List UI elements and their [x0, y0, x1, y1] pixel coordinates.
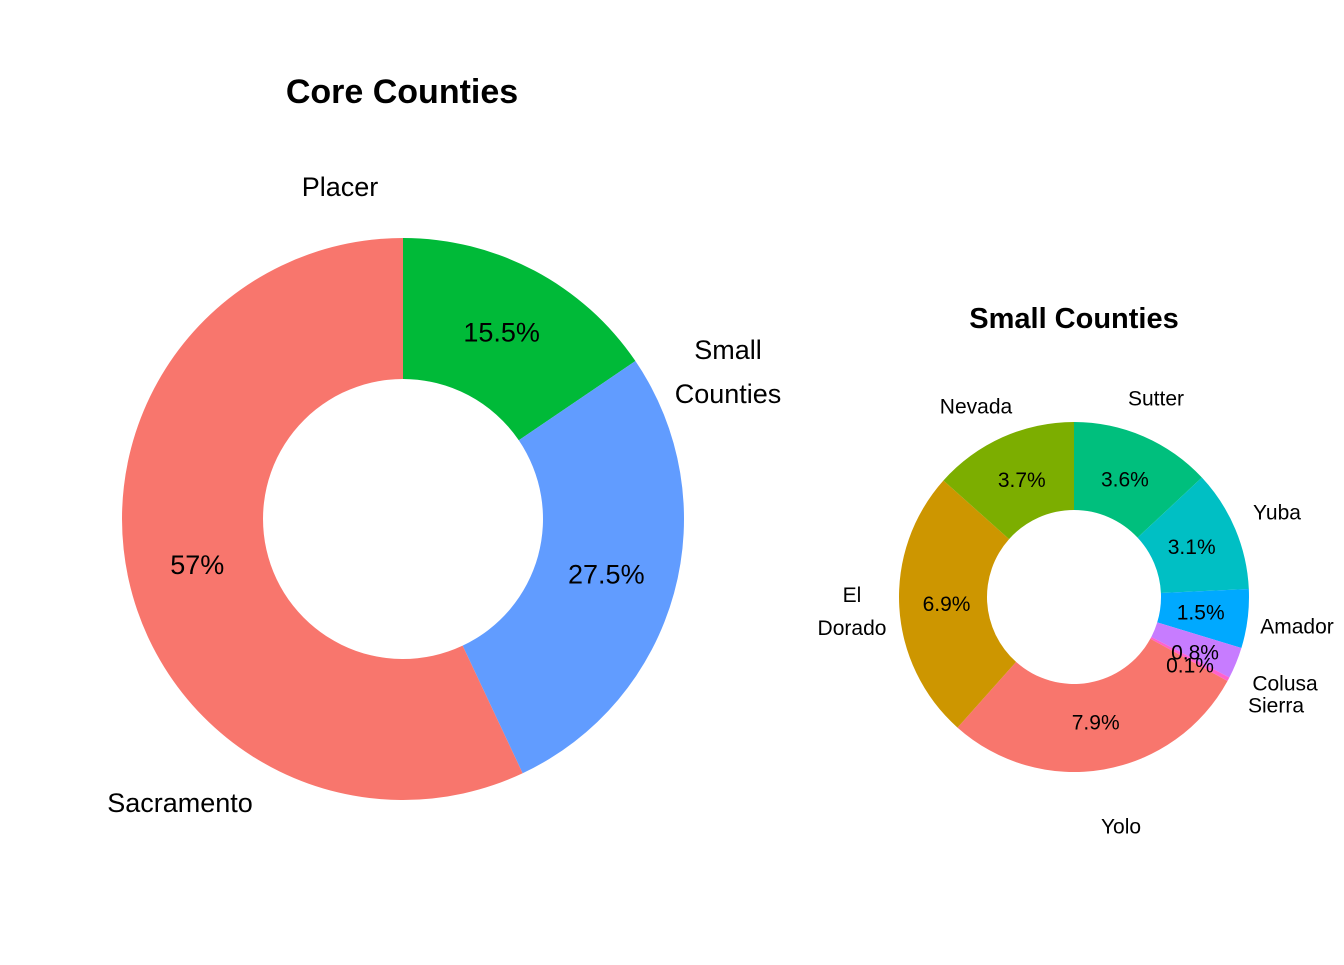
name-label-line: Amador — [1260, 616, 1334, 639]
name-label-placer: Placer — [302, 172, 379, 202]
slice-sutter — [1074, 422, 1202, 538]
name-label-line: Yuba — [1253, 502, 1301, 525]
name-label-el-dorado: El Dorado — [818, 584, 887, 640]
name-label-line: Sierra — [1248, 695, 1304, 718]
slice-placer — [403, 238, 636, 441]
slice-sierra — [1150, 637, 1230, 682]
value-label-small-counties: 27.5% — [568, 560, 645, 590]
name-label-line: El — [843, 584, 862, 607]
slice-yuba — [1137, 477, 1249, 594]
value-label-el-dorado: 6.9% — [923, 593, 971, 616]
value-label-sutter: 3.6% — [1101, 468, 1149, 491]
name-label-line: Placer — [302, 172, 379, 202]
name-label-amador: Amador — [1260, 616, 1334, 639]
slice-yolo — [957, 638, 1228, 772]
slice-sacramento — [122, 238, 523, 801]
value-label-sacramento: 57% — [170, 550, 224, 580]
name-label-yuba: Yuba — [1253, 502, 1301, 525]
slice-el-dorado — [899, 480, 1017, 728]
name-label-yolo: Yolo — [1101, 816, 1141, 839]
name-label-sutter: Sutter — [1128, 388, 1184, 411]
value-label-nevada: 3.7% — [998, 469, 1046, 492]
value-label-yolo: 7.9% — [1072, 711, 1120, 734]
name-label-line: Counties — [675, 379, 782, 409]
name-label-line: Small — [694, 335, 762, 365]
name-label-small-counties: Small Counties — [675, 335, 782, 409]
name-label-nevada: Nevada — [940, 396, 1013, 419]
slice-colusa — [1151, 622, 1242, 678]
name-label-sacramento: Sacramento — [107, 788, 253, 818]
core-counties-chart: Core Counties 15.5% 27.5% 57% Placer Small C… — [107, 73, 781, 818]
slice-nevada — [943, 422, 1074, 540]
core-counties-title: Core Counties — [286, 73, 518, 111]
small-counties-title: Small Counties — [969, 303, 1179, 335]
value-label-amador: 1.5% — [1177, 602, 1225, 625]
name-label-line: Nevada — [940, 396, 1013, 419]
name-label-line: Colusa — [1252, 673, 1318, 696]
name-label-line: Sutter — [1128, 388, 1184, 411]
value-label-colusa: 0.8% — [1171, 642, 1219, 665]
name-label-colusa: Colusa — [1252, 673, 1318, 696]
value-label-sierra: 0.1% — [1166, 655, 1214, 678]
name-label-line: Sacramento — [107, 788, 253, 818]
name-label-line: Dorado — [818, 617, 887, 640]
value-label-yuba: 3.1% — [1168, 536, 1216, 559]
slice-small-counties — [462, 361, 685, 774]
value-label-placer: 15.5% — [463, 318, 540, 348]
slice-amador — [1157, 589, 1250, 649]
name-label-line: Yolo — [1101, 816, 1141, 839]
small-counties-chart: Small Counties 3.6% 3.1% 1.5% 0.8%0.1% 7.9% 6… — [818, 303, 1334, 839]
name-label-sierra: Sierra — [1248, 695, 1304, 718]
